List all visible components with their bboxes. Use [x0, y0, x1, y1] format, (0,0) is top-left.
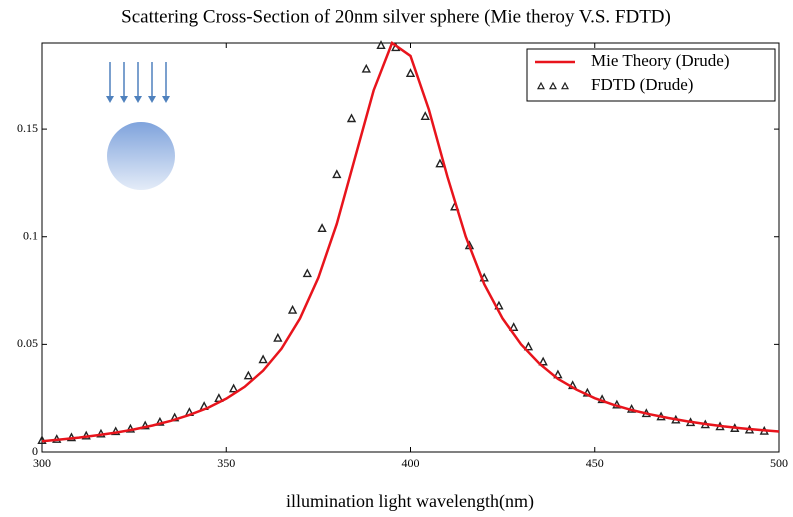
legend: Mie Theory (Drude) FDTD (Drude) [526, 48, 776, 102]
data-point [317, 223, 327, 232]
x-tick-label: 450 [586, 456, 604, 470]
x-tick-label: 350 [217, 456, 235, 470]
legend-label: Mie Theory (Drude) [591, 51, 729, 70]
data-point [376, 40, 386, 50]
data-point [494, 300, 504, 310]
data-point [420, 111, 430, 121]
legend-label: FDTD (Drude) [591, 75, 693, 94]
y-tick-label: 0.1 [23, 228, 38, 242]
x-tick-label: 300 [33, 456, 51, 470]
data-line [41, 41, 780, 443]
legend-swatch [537, 81, 545, 90]
illustration [106, 62, 175, 190]
data-point [509, 322, 519, 331]
data-point [361, 63, 371, 73]
data-point [228, 383, 239, 393]
data-point [332, 169, 342, 179]
data-point [273, 332, 283, 342]
data-point [155, 416, 165, 426]
legend-swatch [549, 81, 557, 90]
legend-box [526, 48, 776, 102]
data-point [258, 354, 268, 364]
chart-title: Scattering Cross-Section of 20nm silver … [121, 6, 671, 27]
data-point [243, 370, 254, 380]
x-axis-label: illumination light wavelength(nm) [286, 491, 534, 512]
data-point [302, 268, 312, 278]
data-point [287, 304, 298, 314]
data-point [523, 341, 534, 351]
data-point [346, 113, 357, 123]
data-point [140, 420, 150, 430]
data-point [405, 68, 416, 77]
y-tick-label: 0.15 [17, 121, 38, 135]
x-tick-label: 500 [770, 456, 788, 470]
data-point [538, 356, 548, 366]
x-tick-label: 400 [402, 456, 420, 470]
plot-frame [41, 42, 780, 453]
data-point [435, 158, 445, 168]
legend-swatch [561, 81, 569, 90]
y-tick-label: 0.05 [17, 336, 38, 350]
y-tick-label: 0 [32, 444, 38, 458]
